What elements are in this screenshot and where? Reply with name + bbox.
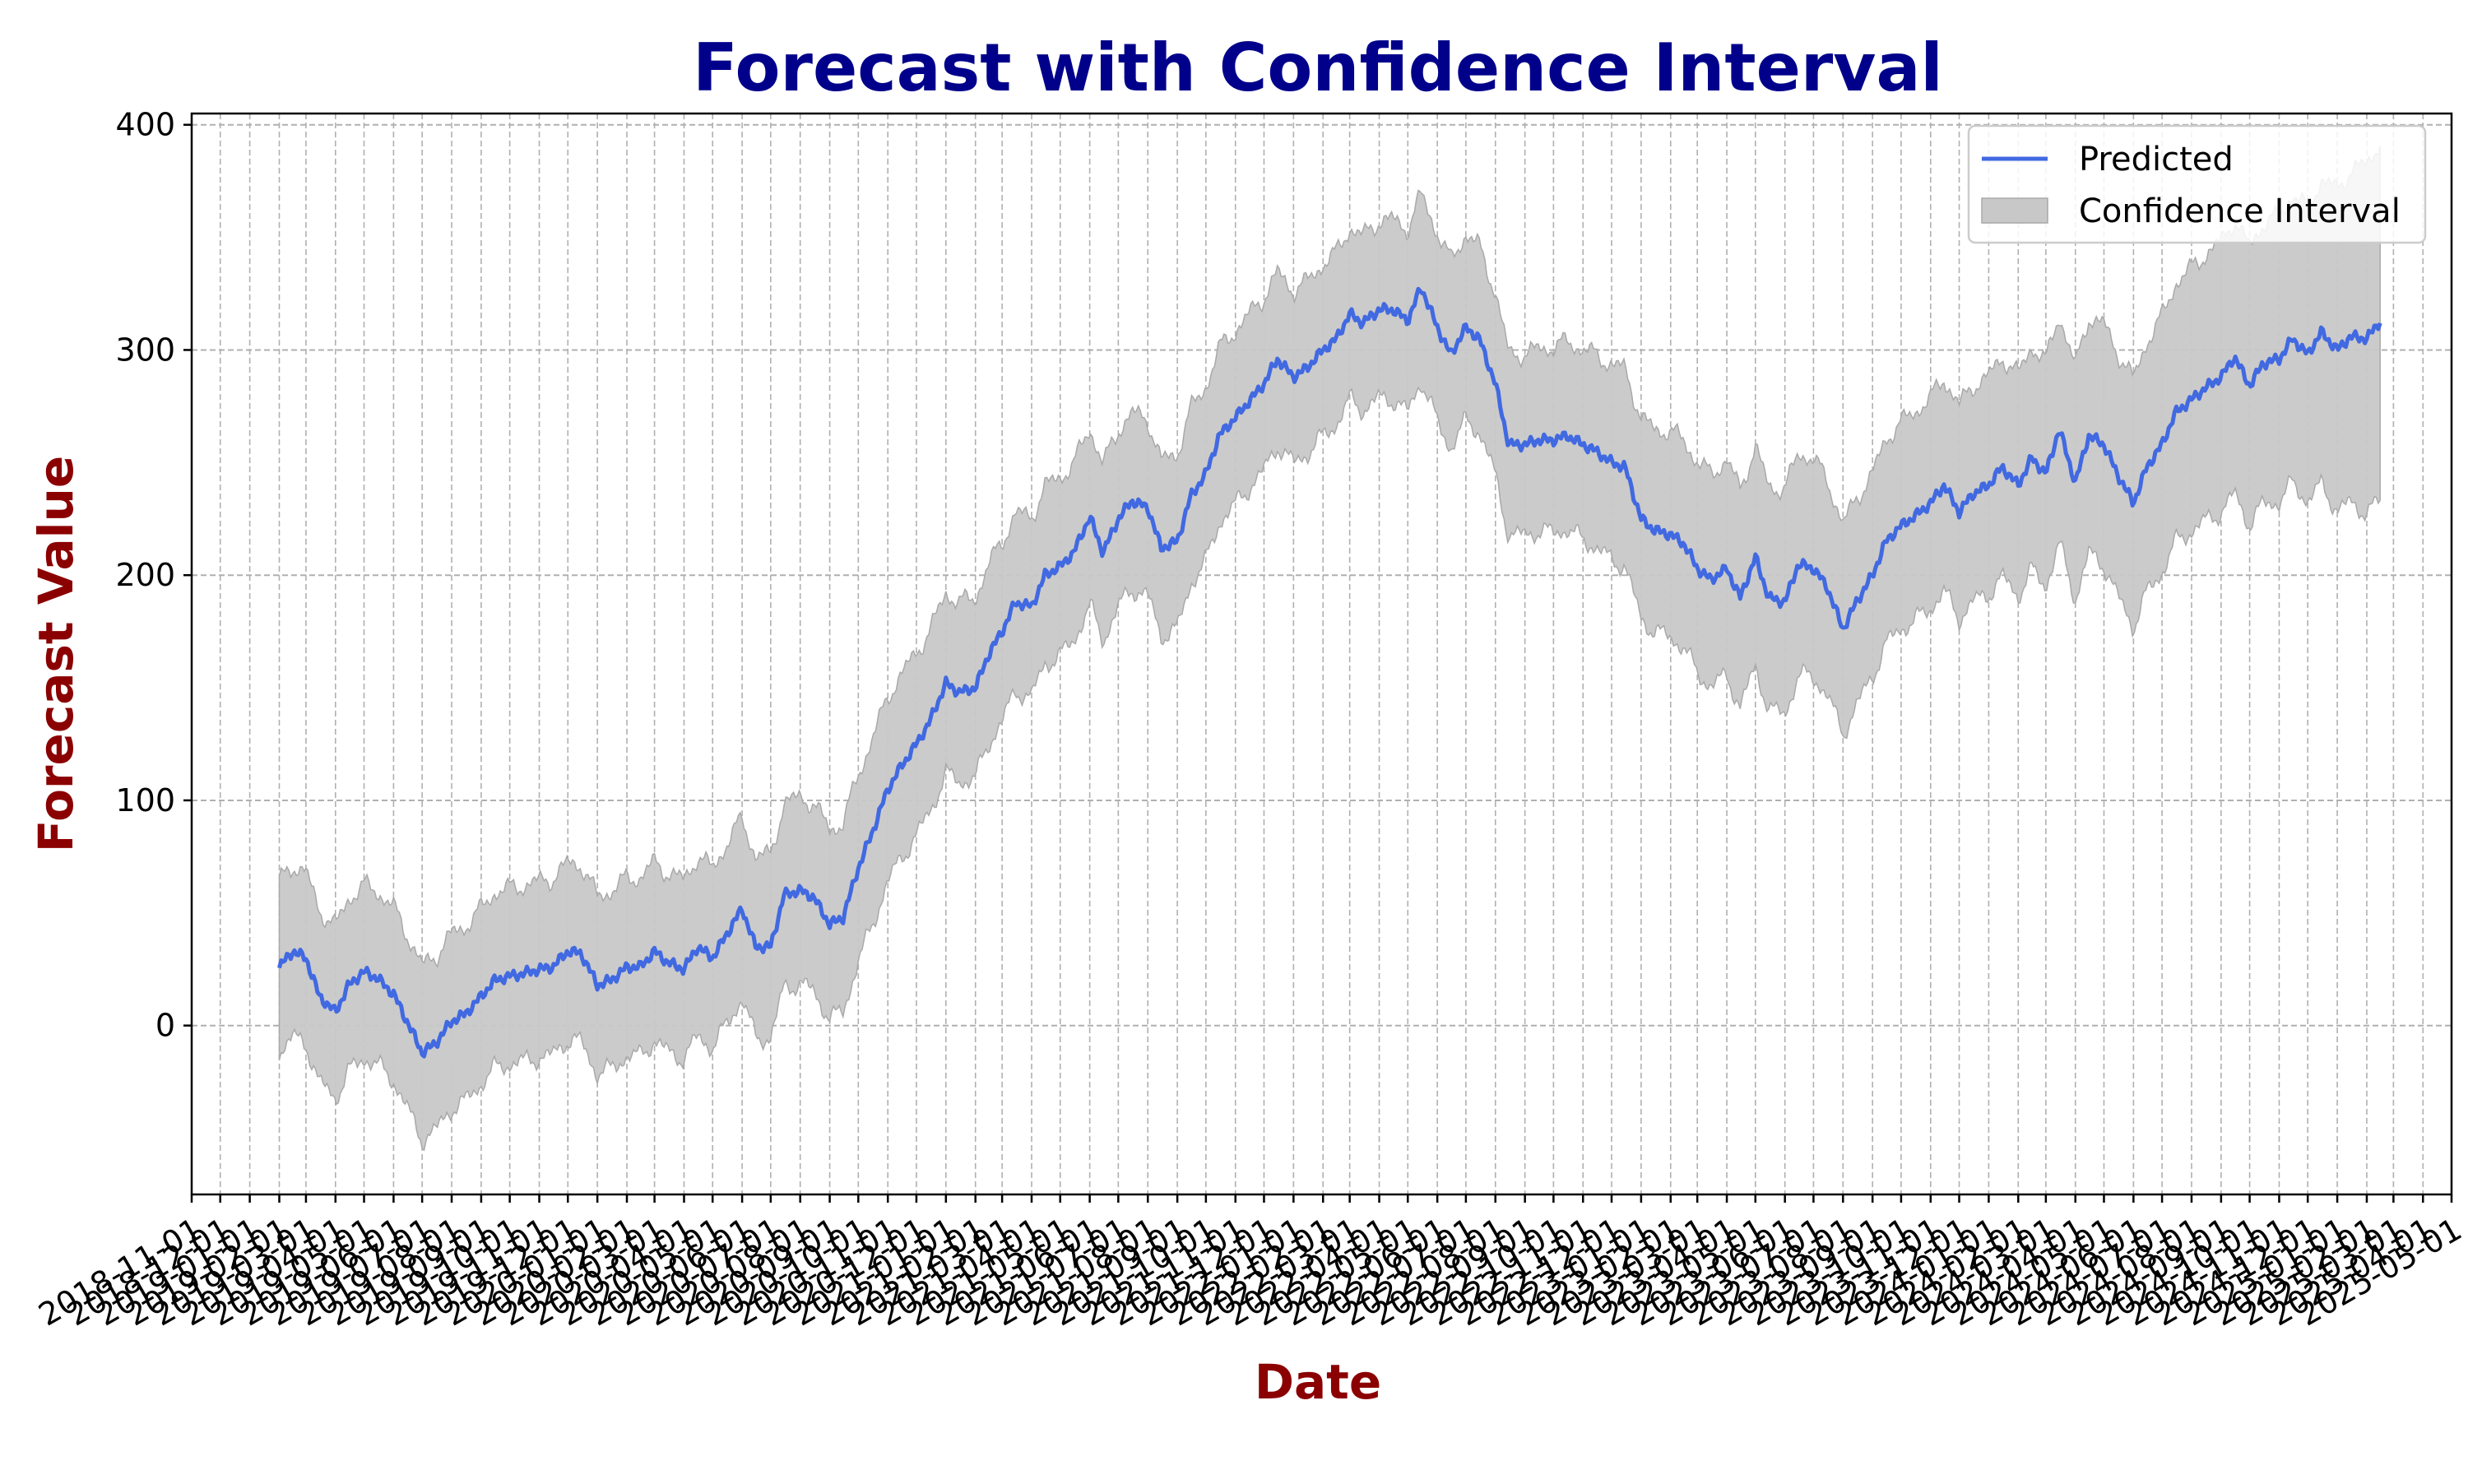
chart-title: Forecast with Confidence Interval (693, 30, 1943, 106)
legend-predicted-label: Predicted (2079, 141, 2234, 179)
legend: Predicted Confidence Interval (1967, 124, 2427, 244)
y-tick-label: 0 (155, 1008, 175, 1044)
x-axis-label: Date (1255, 1354, 1381, 1410)
legend-confidence-swatch (1981, 197, 2048, 224)
legend-confidence-label: Confidence Interval (2079, 192, 2401, 230)
plot-frame (190, 112, 2453, 1196)
y-tick-label: 400 (115, 107, 175, 143)
y-tick-label: 300 (115, 332, 175, 368)
predicted-line (277, 286, 2382, 1059)
y-tick-label: 100 (115, 782, 175, 819)
legend-box (1967, 124, 2427, 244)
y-axis-ticks: 0 100 200 300 400 (115, 107, 192, 1044)
y-tick-label: 200 (115, 557, 175, 593)
confidence-interval-band (278, 146, 2381, 1152)
y-axis-label: Forecast Value (28, 456, 84, 852)
x-axis-ticks: 2018-11-012018-12-012019-01-012019-02-01… (32, 1194, 2468, 1333)
